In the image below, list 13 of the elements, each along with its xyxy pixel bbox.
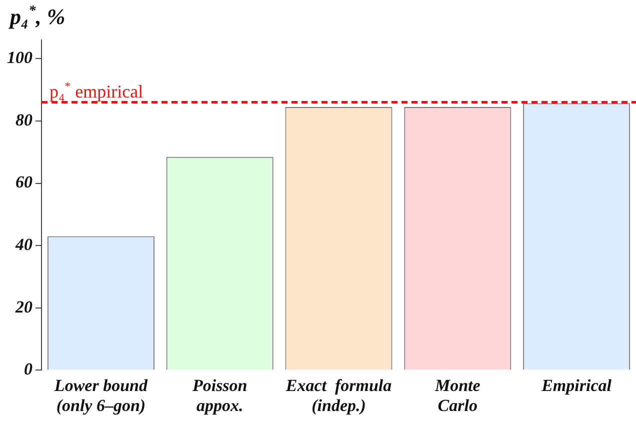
x-tick-label: Monte Carlo xyxy=(434,376,481,416)
y-tick-label: 80 xyxy=(16,110,33,130)
y-tick-label: 0 xyxy=(24,360,33,379)
y-axis-title: p₄*, % xyxy=(8,3,66,29)
x-tick-label: Lower bound (only 6–gon) xyxy=(53,376,148,416)
y-tick-label: 40 xyxy=(14,234,33,254)
y-tick-label: 100 xyxy=(7,48,33,68)
x-tick-label: Exact formula (indep.) xyxy=(284,376,392,416)
y-tick-label: 60 xyxy=(16,172,33,192)
y-tick-label: 20 xyxy=(14,297,33,316)
ref-line-label: p₄* empirical xyxy=(50,80,144,102)
x-tick-label: Poisson appox. xyxy=(191,376,248,416)
x-tick-label: Empirical xyxy=(540,376,612,395)
